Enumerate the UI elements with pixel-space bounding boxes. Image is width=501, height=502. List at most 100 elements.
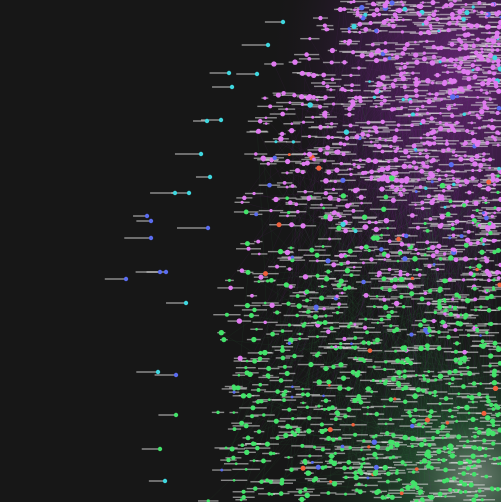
graph-node[interactable] xyxy=(333,417,338,422)
graph-node[interactable] xyxy=(496,174,500,178)
graph-node[interactable] xyxy=(300,392,305,397)
graph-node[interactable] xyxy=(452,182,456,187)
graph-node[interactable] xyxy=(328,383,331,387)
graph-node[interactable] xyxy=(436,46,441,51)
graph-node[interactable] xyxy=(327,427,333,433)
graph-node[interactable] xyxy=(323,159,327,163)
graph-node[interactable] xyxy=(286,210,291,215)
graph-node[interactable] xyxy=(459,60,463,65)
graph-node[interactable] xyxy=(280,345,285,349)
graph-node[interactable] xyxy=(357,95,363,101)
graph-node[interactable] xyxy=(484,474,489,479)
graph-node[interactable] xyxy=(454,58,459,62)
graph-node[interactable] xyxy=(472,74,478,80)
graph-node[interactable] xyxy=(466,76,472,82)
graph-node[interactable] xyxy=(258,274,264,280)
graph-node[interactable] xyxy=(494,33,500,40)
graph-node[interactable] xyxy=(383,41,388,45)
graph-node[interactable] xyxy=(484,258,490,264)
graph-node[interactable] xyxy=(308,454,312,458)
graph-node[interactable] xyxy=(485,288,490,293)
graph-node[interactable] xyxy=(244,302,251,309)
graph-node[interactable] xyxy=(325,258,331,264)
graph-node[interactable] xyxy=(442,278,448,284)
graph-node[interactable] xyxy=(485,225,490,231)
graph-node[interactable] xyxy=(382,405,386,408)
graph-node[interactable] xyxy=(486,308,492,313)
graph-node[interactable] xyxy=(229,84,235,90)
graph-node[interactable] xyxy=(488,293,494,300)
graph-node[interactable] xyxy=(373,464,379,470)
graph-node[interactable] xyxy=(252,459,256,463)
graph-node[interactable] xyxy=(252,358,258,364)
graph-node[interactable] xyxy=(437,302,441,306)
graph-node[interactable] xyxy=(390,439,395,445)
graph-node[interactable] xyxy=(423,221,427,226)
graph-node[interactable] xyxy=(347,112,352,117)
graph-node[interactable] xyxy=(428,23,433,28)
graph-node[interactable] xyxy=(326,329,331,334)
graph-node[interactable] xyxy=(462,358,467,363)
graph-node[interactable] xyxy=(437,298,442,304)
graph-node[interactable] xyxy=(254,212,259,217)
graph-node[interactable] xyxy=(350,104,354,108)
graph-node[interactable] xyxy=(342,60,347,65)
graph-node[interactable] xyxy=(457,15,462,20)
graph-node[interactable] xyxy=(266,161,271,166)
graph-node[interactable] xyxy=(483,255,487,260)
graph-node[interactable] xyxy=(449,453,456,459)
graph-node[interactable] xyxy=(417,273,422,277)
graph-node[interactable] xyxy=(417,387,421,391)
graph-node[interactable] xyxy=(312,157,316,162)
graph-node[interactable] xyxy=(469,157,475,162)
graph-node[interactable] xyxy=(409,291,415,297)
graph-node[interactable] xyxy=(331,364,336,370)
graph-node[interactable] xyxy=(466,366,470,370)
graph-node[interactable] xyxy=(427,460,432,465)
graph-node[interactable] xyxy=(380,149,385,154)
graph-node[interactable] xyxy=(320,447,325,452)
graph-node[interactable] xyxy=(374,28,379,33)
graph-node[interactable] xyxy=(402,6,408,12)
graph-node[interactable] xyxy=(375,295,379,298)
graph-node[interactable] xyxy=(443,205,447,209)
graph-node[interactable] xyxy=(399,488,405,493)
graph-node[interactable] xyxy=(331,481,338,487)
graph-node[interactable] xyxy=(173,412,179,418)
graph-node[interactable] xyxy=(411,71,415,75)
graph-node[interactable] xyxy=(303,189,308,194)
graph-node[interactable] xyxy=(335,149,341,155)
graph-node[interactable] xyxy=(344,136,350,141)
graph-node[interactable] xyxy=(389,0,395,6)
graph-node[interactable] xyxy=(458,479,464,484)
graph-node[interactable] xyxy=(256,239,261,244)
graph-node[interactable] xyxy=(488,364,492,368)
graph-node[interactable] xyxy=(423,291,428,296)
graph-node[interactable] xyxy=(302,458,308,464)
graph-node[interactable] xyxy=(292,93,297,98)
graph-node[interactable] xyxy=(488,97,493,101)
graph-node[interactable] xyxy=(386,494,391,498)
graph-node[interactable] xyxy=(411,470,416,474)
graph-node[interactable] xyxy=(321,72,327,78)
graph-node[interactable] xyxy=(374,129,379,134)
graph-node[interactable] xyxy=(371,12,377,18)
graph-node[interactable] xyxy=(474,493,479,498)
graph-node[interactable] xyxy=(305,405,310,409)
graph-node[interactable] xyxy=(305,392,311,398)
graph-node[interactable] xyxy=(437,29,440,33)
graph-node[interactable] xyxy=(419,497,425,502)
graph-node[interactable] xyxy=(277,248,284,255)
graph-node[interactable] xyxy=(409,423,415,429)
graph-node[interactable] xyxy=(450,376,455,381)
graph-node[interactable] xyxy=(474,257,478,261)
graph-node[interactable] xyxy=(455,419,459,423)
graph-node[interactable] xyxy=(343,228,349,234)
graph-node[interactable] xyxy=(401,387,405,392)
graph-node[interactable] xyxy=(464,3,468,7)
graph-node[interactable] xyxy=(325,84,330,89)
graph-node[interactable] xyxy=(241,495,247,500)
graph-node[interactable] xyxy=(283,389,288,394)
graph-node[interactable] xyxy=(363,244,369,250)
graph-node[interactable] xyxy=(490,172,495,178)
